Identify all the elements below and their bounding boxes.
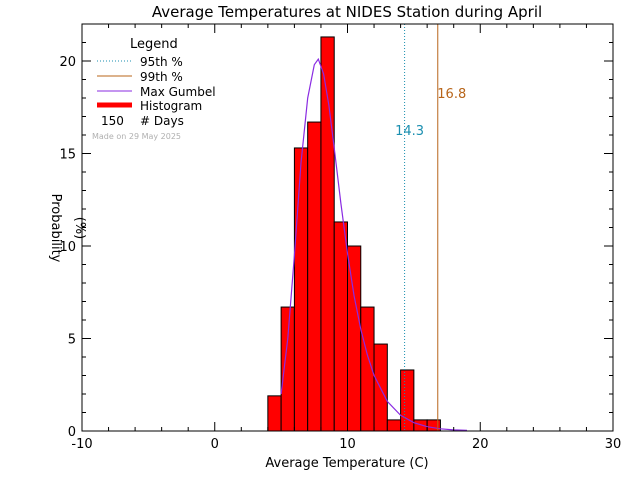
legend-days-label: # Days xyxy=(140,114,184,128)
p99-value-label: 16.8 xyxy=(437,87,466,102)
chart-title: Average Temperatures at NIDES Station du… xyxy=(152,3,542,21)
histogram-bar-11 xyxy=(413,419,428,432)
p95-value-label: 14.3 xyxy=(395,124,424,139)
histogram-bar-2 xyxy=(293,147,309,432)
gumbel-curve xyxy=(280,57,468,431)
y-axis-label: Probability xyxy=(48,194,63,263)
legend-label-99th: 99th % xyxy=(140,70,183,84)
x-tick-label: 30 xyxy=(605,437,622,452)
legend: Legend 95th % 99th % Max Gumbel Histogra… xyxy=(92,37,216,141)
x-tick-label: -10 xyxy=(71,437,92,452)
made-on-note: Made on 29 May 2025 xyxy=(92,132,181,141)
legend-label-95th: 95th % xyxy=(140,55,183,69)
x-axis-label: Average Temperature (C) xyxy=(265,456,428,471)
y-tick-label: 15 xyxy=(59,148,76,163)
histogram-bar-3 xyxy=(307,121,322,432)
y-tick-label: 10 xyxy=(59,240,76,255)
histogram-bars xyxy=(267,36,441,432)
legend-label-gumbel: Max Gumbel xyxy=(140,85,216,99)
y-tick-label: 0 xyxy=(68,425,76,440)
legend-days-count: 150 xyxy=(101,114,124,128)
y-tick-label: 20 xyxy=(59,55,76,70)
x-tick-label: 0 xyxy=(211,437,219,452)
y-axis-unit: (%) xyxy=(72,217,87,240)
y-tick-label: 5 xyxy=(68,333,76,348)
histogram-bar-0 xyxy=(267,395,282,432)
legend-label-histogram: Histogram xyxy=(140,99,202,113)
histogram-bar-5 xyxy=(333,221,349,432)
legend-title: Legend xyxy=(130,37,178,52)
y-axis-ticks: 0 5 10 15 20 xyxy=(59,23,613,440)
histogram-bar-12 xyxy=(426,419,441,432)
x-axis-ticks: -10 0 10 20 30 xyxy=(71,24,621,452)
histogram-bar-9 xyxy=(386,419,402,432)
histogram-bar-6 xyxy=(347,245,362,432)
x-tick-label: 20 xyxy=(472,437,489,452)
x-tick-label: 10 xyxy=(339,437,356,452)
histogram-bar-1 xyxy=(280,306,295,432)
